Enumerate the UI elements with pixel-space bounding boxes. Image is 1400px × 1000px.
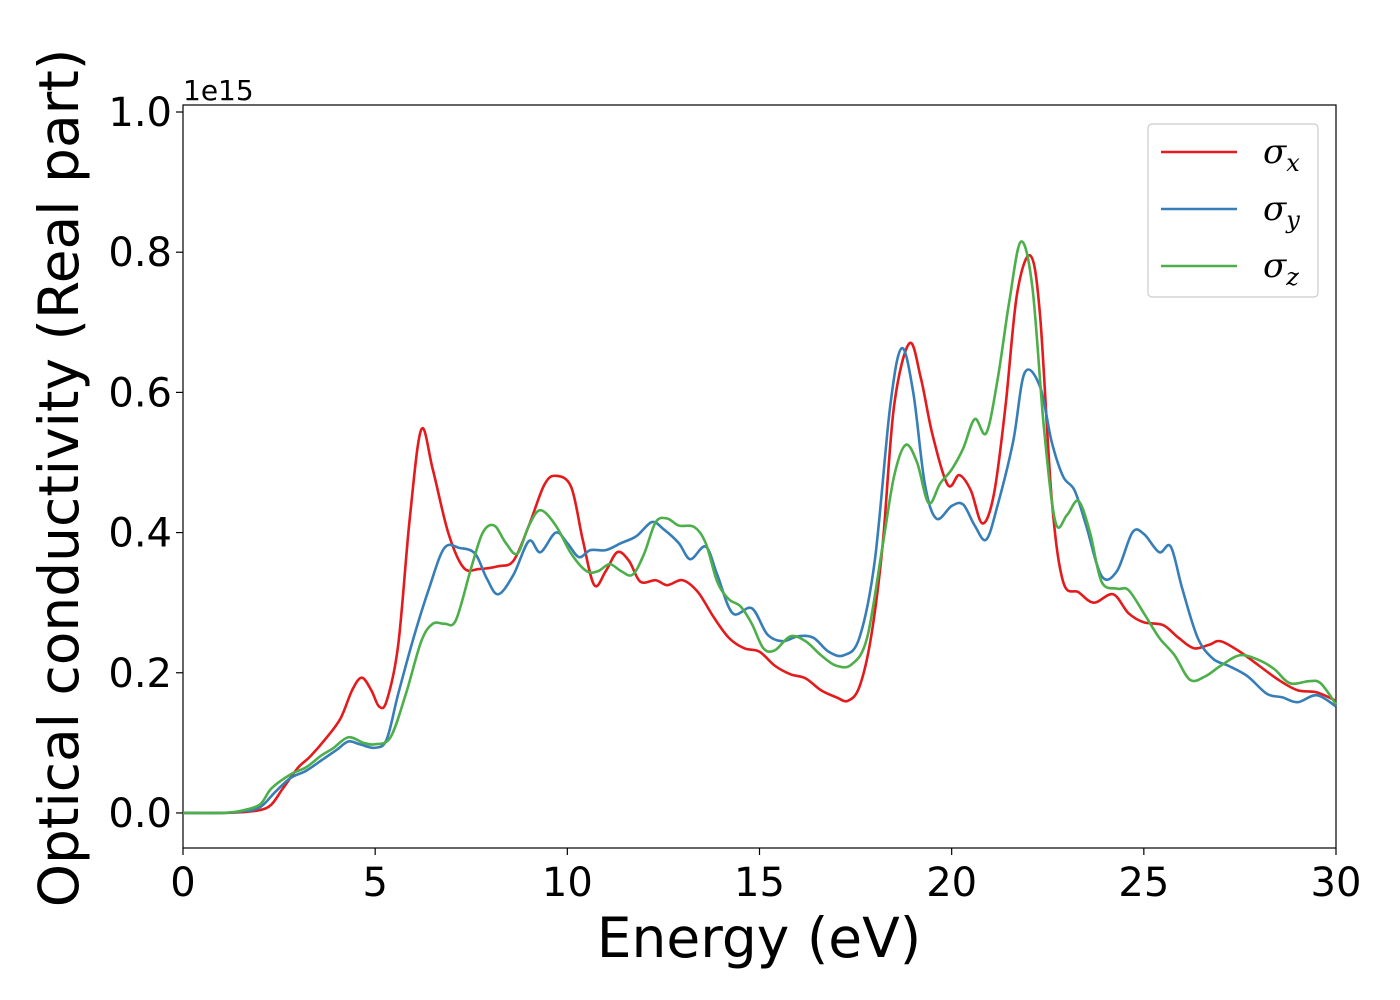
legend-subscript: z bbox=[1285, 263, 1299, 291]
legend-box bbox=[1147, 123, 1319, 298]
y-axis: 0.0 0.2 0.4 0.6 0.8 1.0 bbox=[108, 90, 183, 837]
y-tick-label: 0.2 bbox=[108, 651, 172, 697]
legend-symbol: σ bbox=[1263, 132, 1287, 172]
series-line-x bbox=[182, 254, 1337, 815]
x-axis-title: Energy (eV) bbox=[597, 906, 921, 970]
y-tick-label: 0.0 bbox=[108, 791, 172, 837]
legend-label-z: σz bbox=[1263, 246, 1299, 291]
legend-symbol: σ bbox=[1263, 246, 1287, 286]
legend-subscript: y bbox=[1285, 206, 1300, 234]
x-tick-label: 10 bbox=[542, 860, 593, 906]
y-tick-label: 0.4 bbox=[108, 511, 172, 557]
x-tick-label: 30 bbox=[1311, 860, 1362, 906]
y-offset-text: 1e15 bbox=[183, 74, 254, 107]
plot-area bbox=[182, 104, 1338, 849]
series-layer bbox=[182, 240, 1338, 815]
legend-label-y: σy bbox=[1263, 189, 1300, 234]
x-tick-label: 5 bbox=[362, 860, 387, 906]
x-tick-label: 0 bbox=[170, 860, 195, 906]
x-tick-label: 25 bbox=[1118, 860, 1169, 906]
x-tick-label: 15 bbox=[734, 860, 785, 906]
series-line-z bbox=[182, 240, 1338, 815]
x-axis: 0 5 10 15 20 25 30 bbox=[170, 848, 1361, 906]
x-tick-label: 20 bbox=[926, 860, 977, 906]
legend-label-x: σx bbox=[1263, 132, 1300, 177]
legend-subscript: x bbox=[1286, 149, 1300, 177]
y-axis-title: Optical conductivity (Real part) bbox=[27, 49, 91, 908]
y-tick-label: 0.6 bbox=[108, 370, 172, 416]
y-tick-label: 0.8 bbox=[108, 230, 172, 276]
plot-frame bbox=[182, 104, 1337, 849]
legend-symbol: σ bbox=[1263, 189, 1287, 229]
y-tick-label: 1.0 bbox=[108, 90, 172, 136]
